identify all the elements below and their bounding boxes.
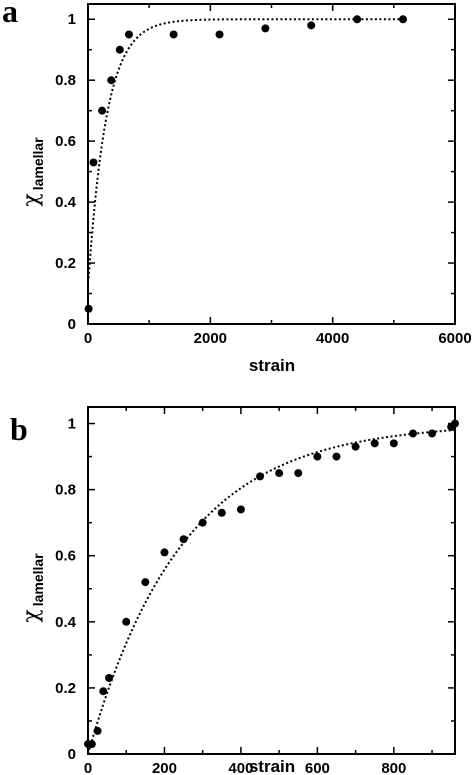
panel-a: a 0 2000 4000 6000 0 0.2 0.4 0.6 0.8 1 strain χl… — [2, 0, 472, 375]
panel-a-data-point — [399, 15, 408, 24]
panel-a-x-axis-title: strain — [249, 356, 295, 375]
panel-a-data-point — [307, 21, 316, 30]
panel-b-data-point — [87, 740, 96, 749]
panel-b-data-point — [179, 535, 188, 544]
panel-b-y-axis-subscript: lamellar — [30, 553, 46, 606]
panel-b-y-tick-label: 0.2 — [55, 680, 76, 697]
panel-b-x-tick-label: 0 — [84, 760, 92, 775]
panel-b-data-point — [313, 452, 322, 461]
panel-b-y-axis-symbol: χ — [19, 609, 44, 622]
panel-a-data-point — [124, 30, 133, 39]
panel-a-x-tick-label: 0 — [84, 330, 92, 347]
panel-a-data-point — [115, 45, 124, 54]
panel-b-data-point — [236, 505, 245, 514]
panel-b-x-axis-title: strain — [249, 757, 295, 775]
panel-b-y-tick-label: 0.4 — [55, 614, 77, 631]
panel-a-data-point — [353, 15, 362, 24]
panel-b-ticks — [87, 407, 455, 755]
panel-b-data-point — [332, 452, 341, 461]
panel-b-y-tick-label: 1 — [68, 416, 76, 433]
panel-b-data-point — [105, 673, 114, 682]
panel-a-y-tick-label: 1 — [68, 11, 76, 28]
panel-a-y-tick-label: 0.8 — [55, 72, 76, 89]
panel-b-x-tick-label: 800 — [381, 760, 406, 775]
panel-b-data-point — [93, 726, 102, 735]
panel-a-y-axis-symbol: χ — [19, 193, 44, 206]
panel-b-data-point — [351, 442, 360, 451]
panel-b-data-point — [160, 548, 169, 557]
panel-a-fit-curve — [87, 18, 404, 279]
panel-b-plot-frame — [87, 406, 456, 755]
panel-b: b 0 200 400 600 800 0 0.2 0.4 0.6 0.8 1 strain χl… — [10, 406, 459, 775]
panel-b-data-point — [389, 439, 398, 448]
panel-a-y-axis-subscript: lamellar — [30, 137, 46, 190]
panel-b-data-point — [256, 472, 265, 481]
panel-b-x-tick-label: 200 — [152, 760, 177, 775]
panel-a-data-point — [215, 30, 224, 39]
panel-b-data-point — [141, 578, 150, 587]
panel-a-x-tick-labels: 0 2000 4000 6000 — [84, 330, 472, 347]
panel-b-letter: b — [10, 411, 28, 447]
panel-b-x-tick-label: 400 — [228, 760, 253, 775]
panel-b-fit-curve — [87, 429, 456, 755]
panel-a-data-point — [84, 304, 93, 313]
panel-b-data-point — [294, 469, 303, 478]
panel-a-x-tick-label: 6000 — [438, 330, 471, 347]
panel-a-y-tick-labels: 0 0.2 0.4 0.6 0.8 1 — [55, 11, 77, 333]
panel-a-data-point — [169, 30, 178, 39]
panel-b-data-point — [428, 429, 437, 438]
panel-b-data-point — [217, 508, 226, 517]
panel-a-plot-frame — [87, 3, 456, 325]
panel-a-letter: a — [2, 0, 18, 29]
panel-a-data-points — [84, 15, 408, 313]
panel-a-y-tick-label: 0.6 — [55, 133, 76, 150]
panel-a-x-tick-label: 2000 — [194, 330, 227, 347]
panel-a-data-point — [98, 106, 107, 115]
panel-b-y-tick-labels: 0 0.2 0.4 0.6 0.8 1 — [55, 416, 77, 763]
panel-b-y-tick-label: 0 — [68, 746, 76, 763]
panel-a-data-point — [89, 158, 98, 167]
panel-b-data-point — [122, 617, 131, 626]
panel-a-y-tick-label: 0 — [68, 316, 76, 333]
panel-b-data-points — [84, 419, 459, 749]
panel-a-data-point — [107, 76, 116, 85]
panel-a-x-tick-label: 4000 — [316, 330, 349, 347]
panel-b-data-point — [275, 469, 284, 478]
panel-b-x-tick-labels: 0 200 400 600 800 — [84, 760, 407, 775]
panel-a-data-point — [261, 24, 270, 33]
panel-b-y-tick-label: 0.6 — [55, 548, 76, 565]
panel-b-data-point — [408, 429, 417, 438]
panel-a-y-axis-title: χ lamellar — [19, 137, 46, 207]
panel-b-data-point — [198, 518, 207, 527]
panel-a-y-tick-label: 0.4 — [55, 194, 77, 211]
panel-a-ticks — [87, 4, 456, 325]
panel-b-y-tick-label: 0.8 — [55, 482, 76, 499]
panel-b-data-point — [99, 687, 108, 696]
panel-b-data-point — [370, 439, 379, 448]
panel-a-y-tick-label: 0.2 — [55, 255, 76, 272]
panel-b-data-point — [451, 419, 459, 428]
panel-b-y-axis-title: χ lamellar — [19, 553, 46, 623]
panel-b-x-tick-label: 600 — [305, 760, 330, 775]
